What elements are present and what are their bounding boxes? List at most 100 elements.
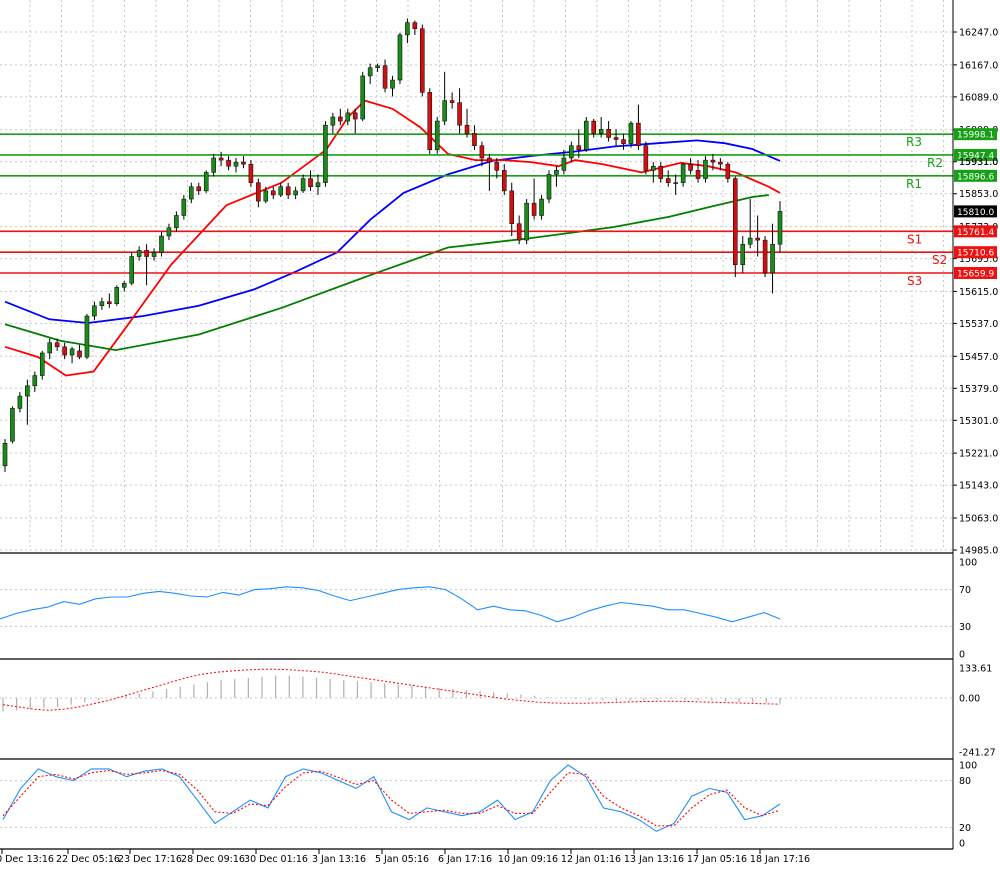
time-tick-label: 20 Dec 13:16 bbox=[0, 854, 54, 865]
moving-average-line bbox=[4, 194, 770, 352]
candle-body bbox=[390, 79, 395, 89]
candle-body bbox=[181, 198, 187, 216]
candle-body bbox=[25, 385, 30, 397]
price-tick-label: 15537.0 bbox=[959, 319, 998, 330]
candle-body bbox=[174, 215, 179, 229]
candle-body bbox=[591, 120, 596, 134]
candle-body bbox=[628, 122, 634, 144]
candle-body bbox=[10, 408, 15, 442]
moving-average-line bbox=[4, 99, 781, 377]
candle-body bbox=[69, 348, 75, 356]
osc1-tick-label: 70 bbox=[959, 585, 971, 596]
candle-body bbox=[554, 170, 559, 175]
candle-body bbox=[233, 161, 239, 167]
price-panel: 16247.016167.016089.016009.015931.015853… bbox=[0, 0, 998, 557]
candle-body bbox=[420, 28, 425, 93]
time-tick-label: 3 Jan 13:16 bbox=[312, 854, 366, 865]
candle-body bbox=[651, 165, 656, 171]
osc1-tick-label: 30 bbox=[959, 622, 971, 633]
candle-body bbox=[561, 157, 567, 171]
candle-body bbox=[777, 211, 783, 245]
candle-body bbox=[457, 102, 462, 126]
candle-body bbox=[427, 92, 433, 151]
candle-body bbox=[494, 161, 500, 171]
candle-body bbox=[136, 250, 142, 257]
price-tick-label: 15143.0 bbox=[959, 481, 998, 492]
osc1-tick-label: 0 bbox=[959, 650, 965, 661]
candle-body bbox=[107, 301, 112, 304]
candle-body bbox=[77, 350, 82, 358]
candle-body bbox=[62, 346, 67, 356]
candle-body bbox=[479, 145, 485, 159]
candle-body bbox=[472, 133, 477, 146]
candle-body bbox=[248, 163, 254, 183]
candle-body bbox=[449, 100, 455, 103]
candle-body bbox=[367, 67, 373, 77]
candle-body bbox=[703, 159, 708, 179]
price-tick-label: 14985.0 bbox=[959, 546, 998, 557]
osc2-signal-line bbox=[2, 668, 781, 711]
candle-body bbox=[405, 22, 410, 36]
pivot-level-name: R3 bbox=[906, 135, 922, 149]
candle-body bbox=[598, 129, 604, 134]
pivot-level-name: R2 bbox=[927, 156, 943, 170]
osc1-line bbox=[0, 586, 781, 623]
osc1-tick-label: 100 bbox=[959, 558, 977, 569]
candle-body bbox=[688, 163, 693, 171]
price-tick-label: 15853.0 bbox=[959, 189, 998, 200]
oscillator-panel-1: 100 70 30 0 bbox=[0, 558, 977, 661]
pivot-level-price-label: 15710.6 bbox=[957, 249, 994, 259]
candle-body bbox=[747, 237, 753, 245]
price-tick-label: 15457.0 bbox=[959, 352, 998, 363]
osc2-tick-label: 0.00 bbox=[959, 693, 980, 704]
candle-body bbox=[218, 157, 224, 161]
candle-body bbox=[733, 178, 738, 265]
time-tick-label: 5 Jan 05:16 bbox=[375, 854, 429, 865]
candle-body bbox=[308, 178, 313, 188]
candle-body bbox=[442, 100, 447, 122]
osc3-tick-label: 80 bbox=[959, 776, 971, 787]
candle-body bbox=[270, 190, 276, 196]
time-tick-label: 13 Jan 13:16 bbox=[624, 854, 684, 865]
candle-body bbox=[121, 282, 127, 288]
candle-body bbox=[39, 352, 45, 376]
price-tick-label: 15379.0 bbox=[959, 384, 998, 395]
candle-body bbox=[516, 223, 522, 241]
time-tick-label: 30 Dec 01:16 bbox=[244, 854, 308, 865]
candle-body bbox=[166, 227, 172, 237]
oscillator-panel-3: 100 80 20 0 bbox=[0, 761, 977, 850]
pivot-level-price-label: 15659.9 bbox=[957, 269, 994, 279]
pivot-level-name: S3 bbox=[907, 274, 922, 288]
candle-body bbox=[323, 124, 328, 183]
candle-body bbox=[256, 182, 261, 202]
candle-body bbox=[501, 170, 507, 192]
pivot-level-name: S2 bbox=[932, 253, 947, 267]
candle-body bbox=[32, 375, 38, 387]
price-tick-label: 15615.0 bbox=[959, 287, 998, 298]
candle-body bbox=[434, 120, 440, 151]
pivot-level-price-tag bbox=[954, 148, 997, 161]
candle-body bbox=[375, 65, 380, 68]
candle-body bbox=[539, 198, 544, 216]
pivot-level-name: R1 bbox=[906, 177, 922, 191]
candle-body bbox=[509, 190, 515, 224]
candle-body bbox=[770, 243, 775, 274]
candle-body bbox=[546, 174, 552, 200]
price-tick-label: 15695.0 bbox=[959, 254, 998, 265]
current-price-tag bbox=[954, 205, 997, 218]
price-tick-label: 16167.0 bbox=[959, 60, 998, 71]
candle-body bbox=[412, 22, 418, 29]
candle-body bbox=[189, 186, 194, 200]
time-tick-label: 10 Jan 09:16 bbox=[498, 854, 558, 865]
candle-body bbox=[203, 172, 209, 192]
osc3-tick-label: 100 bbox=[959, 761, 977, 772]
candle-body bbox=[680, 163, 686, 183]
price-tick-label: 16247.0 bbox=[959, 28, 998, 39]
osc3-line bbox=[2, 769, 781, 827]
candle-body bbox=[464, 124, 470, 134]
pivot-level-price-tag bbox=[954, 225, 997, 238]
candle-body bbox=[658, 165, 664, 179]
candle-body bbox=[278, 186, 284, 196]
oscillator-panel-2: 133.61 0.00 -241.27 bbox=[0, 664, 996, 759]
candle-body bbox=[382, 65, 388, 89]
